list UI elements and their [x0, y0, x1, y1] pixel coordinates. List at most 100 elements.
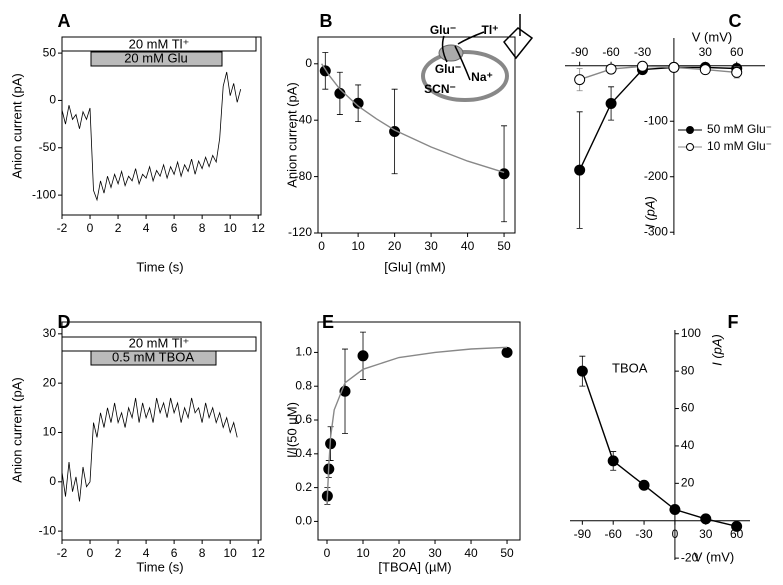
- data-point: [669, 504, 681, 516]
- y-axis-label: Anion current (pA): [9, 377, 24, 483]
- x-tick-label: 10: [223, 221, 237, 235]
- annotation: 0.5 mM TBOA: [112, 349, 194, 364]
- y-tick-label: -200: [644, 169, 668, 183]
- x-axis-label: [Glu] (mM): [384, 259, 445, 274]
- x-tick-label: -2: [57, 546, 68, 560]
- y-tick-label: 20: [681, 476, 695, 490]
- x-tick-label: 30: [699, 527, 713, 541]
- application-bar: [90, 350, 217, 366]
- y-tick-label: 0: [49, 474, 56, 488]
- annotation: 20 mM Tl⁺: [129, 36, 190, 51]
- data-point: [699, 64, 711, 76]
- x-tick-label: -60: [605, 527, 623, 541]
- y-tick-label: 50: [43, 45, 57, 59]
- x-tick-label: 2: [115, 221, 122, 235]
- legend-marker: [686, 143, 694, 151]
- y-tick-label: 0.8: [295, 378, 312, 392]
- y-tick-label: 0.4: [295, 446, 312, 460]
- y-tick-label: 60: [681, 401, 695, 415]
- y-axis-label: I (pA): [709, 334, 724, 366]
- data-point: [638, 479, 650, 491]
- x-axis-label: Time (s): [136, 559, 183, 574]
- data-point: [352, 97, 364, 109]
- data-point: [576, 365, 588, 377]
- data-point: [731, 66, 743, 78]
- annotation: Tl⁺: [482, 23, 499, 37]
- data-point: [700, 513, 712, 525]
- y-tick-label: -80: [295, 169, 313, 183]
- data-point: [501, 346, 513, 358]
- x-tick-label: 60: [730, 45, 744, 59]
- plot-frame: [317, 36, 516, 234]
- x-tick-label: 0: [87, 546, 94, 560]
- x-axis-label: [TBOA] (µM): [378, 559, 451, 574]
- x-tick-label: -30: [635, 527, 653, 541]
- x-tick-label: -60: [602, 45, 620, 59]
- data-point: [357, 350, 369, 362]
- x-tick-label: 40: [461, 239, 475, 253]
- y-tick-label: 80: [681, 363, 695, 377]
- legend-label: 10 mM Glu⁻: [707, 139, 772, 153]
- fit-curve: [321, 63, 505, 174]
- x-tick-label: 8: [199, 546, 206, 560]
- x-axis-label: Time (s): [136, 259, 183, 274]
- x-tick-label: 2: [115, 546, 122, 560]
- x-tick-label: 20: [392, 546, 406, 560]
- annotation: Glu⁻: [435, 62, 461, 76]
- y-tick-label: 40: [681, 438, 695, 452]
- x-tick-label: -90: [574, 527, 592, 541]
- data-point: [636, 60, 648, 72]
- annotation: 20 mM Tl⁺: [129, 335, 190, 350]
- panel-letter: A: [58, 11, 71, 31]
- y-tick-label: -100: [32, 187, 56, 201]
- x-tick-label: 0: [324, 546, 331, 560]
- plot-frame: [61, 321, 262, 541]
- data-point: [574, 164, 586, 176]
- y-tick-label: 0.2: [295, 480, 312, 494]
- y-axis-label: I (pA): [642, 196, 657, 228]
- cell-schematic: [421, 14, 534, 102]
- x-tick-label: 30: [424, 239, 438, 253]
- x-tick-label: 4: [143, 546, 150, 560]
- y-axis-label: I/I(50 µM): [284, 402, 299, 458]
- fit-curve: [326, 346, 508, 505]
- legend-label: 50 mM Glu⁻: [707, 122, 772, 136]
- annotation: SCN⁻: [424, 82, 456, 96]
- data-point: [498, 168, 510, 180]
- x-tick-label: 12: [252, 221, 266, 235]
- y-tick-label: -50: [39, 140, 57, 154]
- y-tick-label: 0: [305, 56, 312, 70]
- x-tick-label: 30: [699, 45, 713, 59]
- data-point: [574, 74, 586, 86]
- x-tick-label: 50: [500, 546, 514, 560]
- y-tick-label: -40: [295, 112, 313, 126]
- x-axis-label: V (mV): [694, 549, 734, 564]
- x-tick-label: 12: [252, 546, 266, 560]
- x-tick-label: 8: [199, 221, 206, 235]
- y-axis-label: Anion current (pA): [9, 73, 24, 179]
- y-tick-label: -300: [644, 224, 668, 238]
- x-tick-label: 0: [318, 239, 325, 253]
- y-tick-label: -100: [644, 113, 668, 127]
- panel-letter: F: [728, 312, 739, 332]
- annotation: Glu⁻: [430, 23, 456, 37]
- x-tick-label: -30: [634, 45, 652, 59]
- data-point: [668, 61, 680, 73]
- annotation: TBOA: [612, 360, 648, 375]
- y-tick-label: -120: [288, 225, 312, 239]
- y-tick-label: 30: [43, 326, 57, 340]
- plot-frame: [61, 36, 262, 216]
- annotation: Na⁺: [471, 70, 493, 84]
- x-tick-label: -90: [571, 45, 589, 59]
- plot-frame: [317, 321, 521, 541]
- x-tick-label: 4: [143, 221, 150, 235]
- annotation: 20 mM Glu: [124, 50, 188, 65]
- data-line: [61, 397, 238, 502]
- y-tick-label: 0: [49, 93, 56, 107]
- y-tick-label: 0.0: [295, 514, 312, 528]
- x-tick-label: 0: [87, 221, 94, 235]
- y-axis-label: Anion current (pA): [284, 82, 299, 188]
- x-tick-label: 6: [171, 221, 178, 235]
- x-tick-label: -2: [57, 221, 68, 235]
